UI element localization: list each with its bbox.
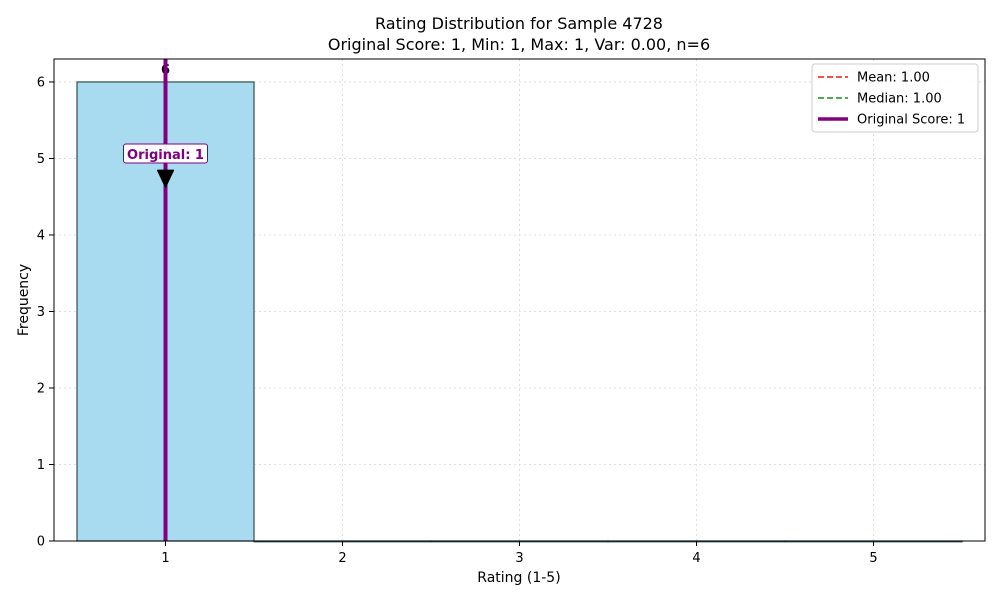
chart-subtitle: Original Score: 1, Min: 1, Max: 1, Var: … <box>328 35 710 54</box>
chart-title: Rating Distribution for Sample 4728 <box>375 14 663 33</box>
annotation-arrow <box>156 169 175 188</box>
x-axis-label: Rating (1-5) <box>477 570 560 586</box>
legend-mean-label: Mean: 1.00 <box>857 71 930 86</box>
x-tick-label-4: 4 <box>692 551 700 566</box>
legend: Mean: 1.00 Median: 1.00 Original Score: … <box>811 63 979 133</box>
annotation-label: Original: 1 <box>127 148 204 163</box>
y-axis-label: Frequency <box>16 264 32 336</box>
axes-layer: 1 2 3 4 5 0 1 2 3 4 5 6 <box>37 58 986 566</box>
annotation-layer: Original: 1 <box>123 143 209 188</box>
annotation-box <box>123 143 209 164</box>
x-tick-label-3: 3 <box>515 551 523 566</box>
y-tick-label-0: 0 <box>37 535 45 550</box>
x-tick-label-1: 1 <box>161 551 169 566</box>
legend-median-label: Median: 1.00 <box>857 92 942 107</box>
legend-box <box>811 63 979 133</box>
x-tick-label-5: 5 <box>869 551 877 566</box>
y-tick-label-4: 4 <box>37 228 45 243</box>
legend-original-label: Original Score: 1 <box>857 113 965 128</box>
y-tick-label-1: 1 <box>37 458 45 473</box>
y-tick-label-3: 3 <box>37 305 45 320</box>
y-tick-label-2: 2 <box>37 381 45 396</box>
y-tick-label-6: 6 <box>37 75 45 90</box>
y-tick-label-5: 5 <box>37 152 45 167</box>
x-tick-label-2: 2 <box>338 551 346 566</box>
